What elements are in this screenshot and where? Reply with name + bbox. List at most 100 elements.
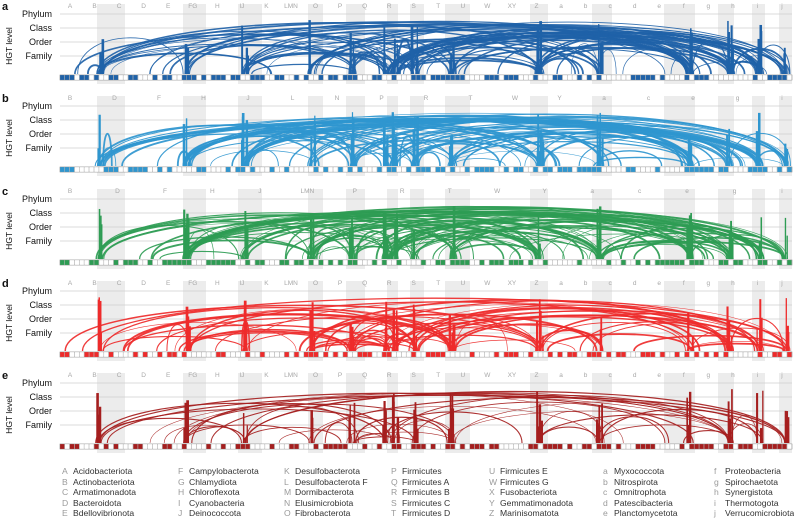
genome-cell — [123, 443, 129, 450]
genome-cell — [508, 74, 514, 81]
genome-cell — [284, 74, 290, 81]
genome-cell — [186, 74, 192, 81]
genome-cell — [723, 259, 729, 266]
genome-cell — [503, 351, 509, 358]
genome-cell — [347, 443, 353, 450]
genome-cell — [186, 166, 192, 173]
genome-cell — [640, 351, 646, 358]
genome-cell — [552, 259, 558, 266]
genome-cell — [762, 443, 768, 450]
genome-cell — [318, 166, 324, 173]
genome-cell — [782, 166, 787, 173]
genome-cell — [713, 443, 719, 450]
segment-letter: h — [731, 280, 735, 287]
genome-cell — [333, 259, 338, 266]
genome-cell — [386, 351, 392, 358]
genome-cell — [128, 351, 133, 358]
hgt-arc — [278, 429, 388, 444]
genome-cell — [186, 259, 192, 266]
genome-cell — [538, 259, 543, 266]
genome-cell — [64, 443, 70, 450]
legend-letter: H — [178, 487, 185, 497]
genome-cell — [655, 443, 660, 450]
genome-cell — [416, 259, 421, 266]
genome-cell — [489, 443, 495, 450]
genome-cell — [128, 259, 133, 266]
genome-cell — [611, 74, 617, 81]
level-label: Order — [29, 222, 52, 232]
genome-cell — [508, 166, 514, 173]
genome-cell — [420, 443, 426, 450]
genome-cell — [328, 259, 334, 266]
segment-letter: f — [683, 3, 685, 10]
genome-cell — [611, 166, 617, 173]
genome-cell — [220, 74, 226, 81]
genome-cell — [660, 74, 665, 81]
genome-cell — [264, 443, 270, 450]
genome-cell — [284, 443, 290, 450]
genome-cell — [74, 259, 80, 266]
genome-cell — [708, 259, 714, 266]
genome-cell — [401, 443, 407, 450]
legend-item: G Chlamydiota — [178, 477, 237, 488]
genome-cell — [479, 74, 485, 81]
segment-letter: K — [264, 3, 269, 10]
genome-cell — [718, 351, 724, 358]
genome-cell — [425, 259, 431, 266]
segment-letter: e — [657, 3, 661, 10]
level-label: Phylum — [22, 378, 52, 388]
hgt-arc — [350, 125, 744, 167]
genome-cell — [455, 351, 460, 358]
legend-phylum-name: Patescibacteria — [614, 497, 673, 508]
genome-cell — [259, 74, 265, 81]
genome-cell — [762, 259, 768, 266]
genome-cell — [123, 166, 129, 173]
genome-cell — [689, 166, 695, 173]
genome-cell — [582, 74, 587, 81]
segment-letter: LMN — [300, 188, 314, 195]
hgt-arc — [535, 47, 731, 75]
segment-letter: e — [657, 280, 661, 287]
genome-cell — [255, 351, 260, 358]
genome-cell — [660, 259, 665, 266]
genome-cell — [738, 166, 743, 173]
genome-cell — [118, 166, 124, 173]
genome-cell — [484, 351, 490, 358]
genome-cell — [162, 351, 168, 358]
genome-cell — [240, 166, 246, 173]
panel-letter: e — [2, 370, 8, 382]
genome-cell — [533, 259, 538, 266]
genome-cell — [757, 443, 763, 450]
genome-cell — [391, 166, 397, 173]
genome-cell — [152, 351, 158, 358]
segment-letter: XY — [508, 3, 517, 10]
genome-cell — [357, 166, 363, 173]
genome-cell — [577, 443, 582, 450]
genome-cell — [245, 443, 251, 450]
genome-cell — [289, 259, 294, 266]
legend-letter: f — [714, 466, 717, 476]
arcs — [64, 297, 791, 352]
segment-letter: XY — [508, 280, 517, 287]
genome-cell — [596, 74, 602, 81]
hgt-arc-figure: a Phylum Class Order Family HGT level A B C D E FG H… — [2, 1, 793, 453]
legend-item: Q Firmicutes A — [391, 477, 449, 488]
genome-cell — [513, 259, 519, 266]
genome-cell — [645, 351, 651, 358]
genome-cell — [460, 259, 465, 266]
genome-cell — [762, 166, 768, 173]
genome-cell — [342, 443, 348, 450]
genome-cell — [674, 259, 680, 266]
genome-cell — [767, 351, 773, 358]
genome-cell — [377, 351, 382, 358]
legend-item: F Campylobacterota — [178, 466, 259, 477]
segment-letter: Z — [534, 280, 538, 287]
genome-cell — [440, 74, 446, 81]
segment-letter: A — [68, 372, 73, 379]
genome-cell — [513, 443, 519, 450]
genome-cell — [450, 166, 456, 173]
legend-letter: F — [178, 466, 184, 476]
genome-cell — [625, 259, 631, 266]
legend-item: c Omnitrophota — [603, 487, 666, 498]
legend-phylum-name: Bdellovibrionota — [73, 508, 135, 518]
